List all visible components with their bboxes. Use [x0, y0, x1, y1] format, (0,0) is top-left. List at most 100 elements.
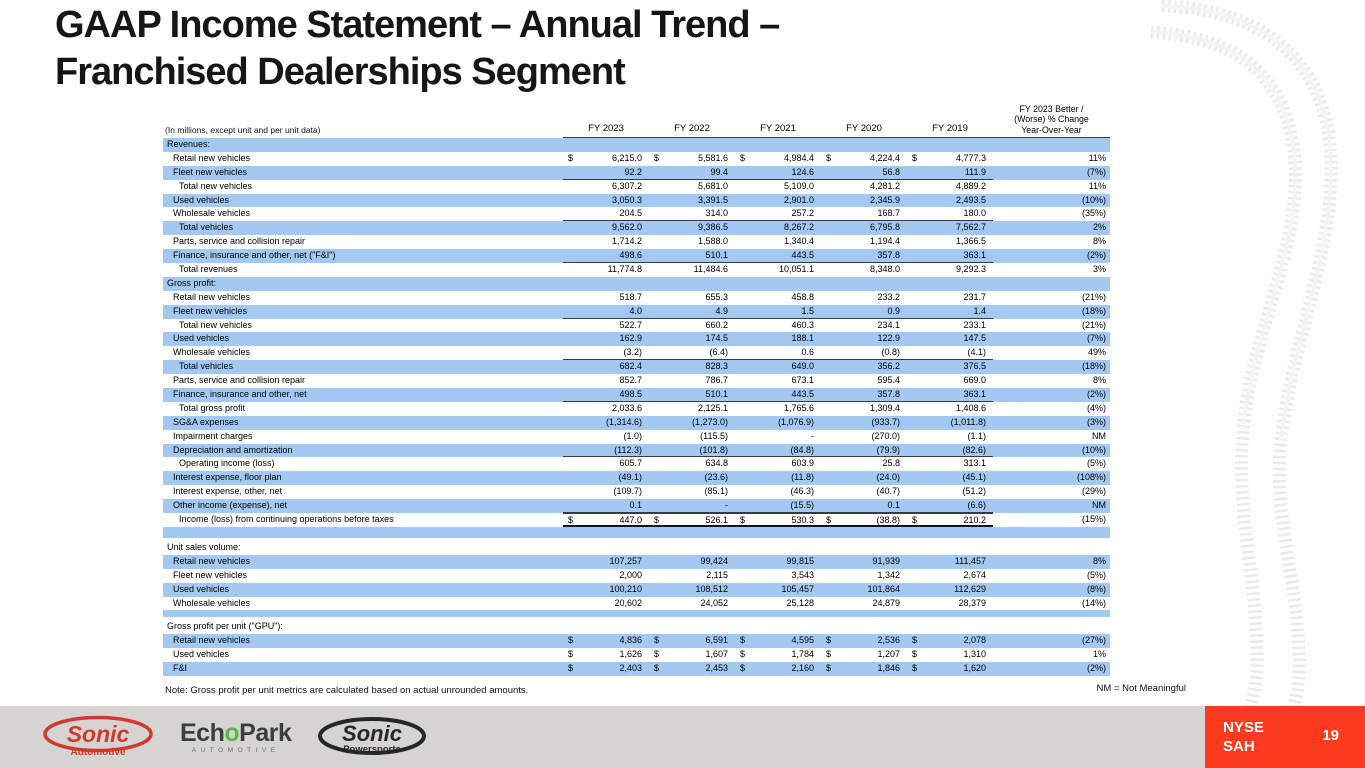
value-cell: (1,273.0) — [649, 416, 735, 430]
value-cell: 1,342 — [821, 569, 907, 583]
dollar-sign: $ — [740, 515, 746, 526]
table-body: Revenues: Retail new vehicles $6,215.0 $5,5… — [163, 138, 1110, 676]
value-cell: 231.7 — [907, 291, 993, 305]
value-cell: 180.0 — [907, 207, 993, 220]
row-label: Depreciation and amortization — [173, 444, 293, 455]
value-cell: 2,125.1 — [649, 402, 735, 416]
spacer-row — [163, 610, 1110, 618]
row-label: Parts, service and collision repair — [173, 236, 306, 247]
value-text: 11,484.6 — [693, 264, 728, 275]
row-label: Income (loss) from continuing operations… — [179, 514, 394, 525]
row-values: 11,774.8 11,484.6 10,051.1 8,348.0 9,292.3 — [563, 263, 993, 277]
table-row: Gross profit per unit ("GPU"): — [163, 620, 1110, 634]
change-cell: 2% — [1092, 222, 1106, 233]
value-cell: 122.9 — [821, 332, 907, 346]
value-cell: 1,408.6 — [907, 402, 993, 416]
value-text: 313.1 — [963, 458, 986, 469]
value-cell: 1.4 — [907, 305, 993, 318]
row-label: Gross profit: — [167, 277, 217, 288]
value-cell: 510.1 — [649, 388, 735, 401]
value-text: 8,348.0 — [869, 264, 900, 275]
table-row: Income (loss) from continuing operations… — [163, 513, 1110, 527]
table-caption: (In millions, except unit and per unit d… — [165, 125, 321, 135]
value-cell: $4,595 — [735, 634, 821, 648]
value-cell: 101,864 — [821, 583, 907, 597]
value-text: 460.3 — [791, 319, 814, 330]
value-cell: 669.0 — [907, 374, 993, 388]
change-cell: (27%) — [1081, 635, 1106, 646]
value-cell: 458.8 — [735, 291, 821, 305]
table-row: Total vehicles 9,562.0 9,386.5 8,267.2 6,795… — [163, 221, 1110, 236]
value-text: 6,591 — [705, 635, 728, 646]
value-text: 100,210 — [609, 583, 642, 594]
footer: Sonic Automotive EchoPark AUTOMOTIVE Son… — [0, 706, 1365, 768]
row-label: Finance, insurance and other, net ("F&I"… — [173, 250, 336, 261]
value-text: 6,307.2 — [611, 180, 642, 191]
value-cell: 1,309.4 — [821, 402, 907, 416]
value-cell: 314.0 — [649, 207, 735, 220]
value-text: 91,939 — [872, 555, 900, 566]
value-text: 233.2 — [877, 291, 900, 302]
value-cell: 522.7 — [563, 319, 649, 333]
value-cell: 655.3 — [649, 291, 735, 305]
table-row: Fleet new vehicles 4.0 4.9 1.5 0.9 1.4 (18%) — [163, 304, 1110, 319]
value-cell: (270.0) — [821, 430, 907, 444]
value-cell: 828.3 — [649, 360, 735, 374]
dollar-sign: $ — [568, 663, 574, 674]
value-text: (45.1) — [962, 472, 986, 483]
value-cell: $4,836 — [563, 634, 649, 648]
value-text: 1,340.4 — [783, 236, 814, 247]
value-text: 6,795.8 — [869, 222, 900, 233]
value-text: 108,512 — [695, 583, 728, 594]
value-cell: (79.9) — [821, 444, 907, 457]
value-text: (15.5) — [790, 500, 814, 511]
change-header-line: (Worse) % Change — [1014, 114, 1089, 124]
dollar-sign: $ — [654, 515, 660, 526]
table-row: Depreciation and amortization (112.3) (101… — [163, 443, 1110, 458]
table-row: Impairment charges (1.0) (115.5) - (270.0) (1… — [163, 430, 1110, 444]
row-values: 2,000 2,115 3,543 1,342 2,674 — [563, 569, 993, 583]
value-text: 363.1 — [963, 250, 986, 261]
value-cell: 9,386.5 — [649, 221, 735, 235]
value-text: 1,408.6 — [955, 402, 986, 413]
table-row: Wholesale vehicles (3.2) (6.4) 0.6 (0.8) (4.1… — [163, 346, 1110, 361]
income-statement-table: (In millions, except unit and per unit d… — [163, 94, 1110, 676]
value-text: 357.8 — [877, 389, 900, 400]
value-text: 4,224.4 — [869, 152, 900, 163]
svg-text:Automotive: Automotive — [71, 747, 126, 758]
value-text: 7,562.7 — [955, 222, 986, 233]
value-text: (1,076.9) — [777, 416, 814, 427]
value-text: 168.7 — [877, 208, 900, 219]
echopark-subtext: AUTOMOTIVE — [191, 746, 280, 754]
dollar-sign: $ — [568, 515, 574, 526]
change-cell: (2%) — [1086, 663, 1106, 674]
value-cell: 1,588.0 — [649, 235, 735, 249]
value-text: 122.9 — [877, 333, 900, 344]
dollar-sign: $ — [654, 649, 660, 660]
svg-text:Powersports: Powersports — [344, 744, 402, 755]
value-text: - — [725, 500, 728, 511]
dollar-sign: $ — [912, 635, 918, 646]
value-cell: 498.6 — [563, 249, 649, 262]
value-text: 595.4 — [877, 375, 900, 386]
value-text: 655.3 — [705, 291, 728, 302]
value-cell: (40.7) — [821, 485, 907, 499]
value-text: 1,342 — [877, 569, 900, 580]
row-label: Total new vehicles — [179, 319, 253, 330]
value-text: (24.0) — [876, 472, 900, 483]
row-values: (49.1) (23.6) (11.8) (24.0) (45.1) — [563, 471, 993, 485]
value-text: (112.3) — [614, 444, 642, 455]
table-row: Total vehicles 682.4 828.3 649.0 356.2 376.5 (… — [163, 360, 1110, 375]
row-label: Used vehicles — [173, 649, 230, 660]
value-cell: 4.9 — [649, 305, 735, 318]
nm-footnote: NM = Not Meaningful — [1096, 683, 1187, 694]
value-cell: $1,626 — [563, 648, 649, 662]
col-header-fy2020: FY 2020 — [846, 123, 882, 134]
value-text: (0.8) — [881, 347, 900, 358]
value-cell: 2,674 — [907, 569, 993, 583]
value-cell: 1,714.2 — [563, 235, 649, 249]
value-cell: 649.0 — [735, 360, 821, 374]
value-text: 603.9 — [791, 458, 814, 469]
change-cell: 3% — [1092, 264, 1106, 275]
value-text: 1,846 — [877, 663, 900, 674]
